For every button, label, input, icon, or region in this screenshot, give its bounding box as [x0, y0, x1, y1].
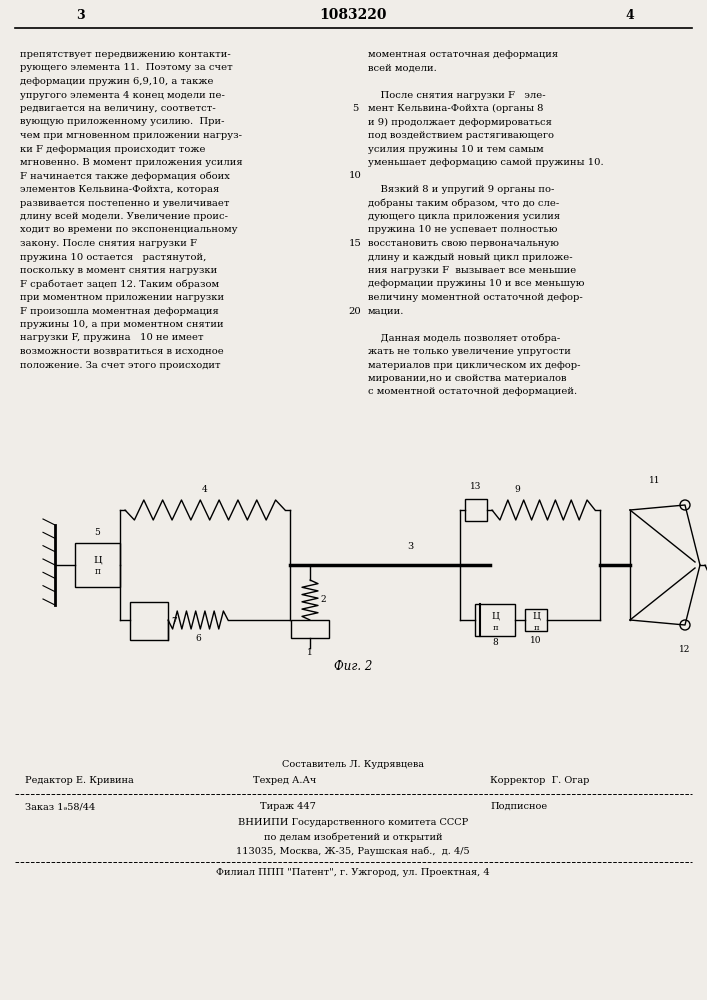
Text: 15: 15	[349, 239, 361, 248]
Text: 5: 5	[352, 104, 358, 113]
Text: упругого элемента 4 конец модели пе-: упругого элемента 4 конец модели пе-	[20, 91, 225, 100]
Text: поскольку в момент снятия нагрузки: поскольку в момент снятия нагрузки	[20, 266, 217, 275]
Text: ходит во времени по экспоненциальному: ходит во времени по экспоненциальному	[20, 226, 238, 234]
Text: препятствует передвижению контакти-: препятствует передвижению контакти-	[20, 50, 230, 59]
Text: и 9) продолжает деформироваться: и 9) продолжает деформироваться	[368, 117, 552, 127]
Text: ВНИИПИ Государственного комитета СССР: ВНИИПИ Государственного комитета СССР	[238, 818, 468, 827]
Text: уменьшает деформацию самой пружины 10.: уменьшает деформацию самой пружины 10.	[368, 158, 604, 167]
Text: Заказ 1ₔ58/44: Заказ 1ₔ58/44	[25, 802, 95, 811]
Bar	[130, 602, 168, 640]
Text: 11: 11	[649, 476, 661, 485]
Text: рующего элемента 11.  Поэтому за счет: рующего элемента 11. Поэтому за счет	[20, 64, 233, 73]
Text: материалов при циклическом их дефор-: материалов при циклическом их дефор-	[368, 360, 580, 369]
Text: F сработает зацеп 12. Таким образом: F сработает зацеп 12. Таким образом	[20, 279, 219, 289]
Text: 7: 7	[171, 616, 177, 626]
Text: 113035, Москва, Ж-35, Раушская наб.,  д. 4/5: 113035, Москва, Ж-35, Раушская наб., д. …	[236, 846, 470, 856]
Text: 1083220: 1083220	[320, 8, 387, 22]
Text: Вязкий 8 и упругий 9 органы по-: Вязкий 8 и упругий 9 органы по-	[368, 185, 554, 194]
Text: п: п	[533, 624, 539, 632]
Bar	[75, 543, 120, 587]
Text: 6: 6	[195, 634, 201, 643]
Text: пружина 10 не успевает полностью: пружина 10 не успевает полностью	[368, 226, 558, 234]
Text: 4: 4	[626, 9, 634, 22]
Text: 1: 1	[307, 648, 313, 657]
Text: ки F деформация происходит тоже: ки F деформация происходит тоже	[20, 144, 206, 153]
Text: 2: 2	[320, 595, 326, 604]
Text: Техред А.Ач: Техред А.Ач	[253, 776, 316, 785]
Text: редвигается на величину, соответст-: редвигается на величину, соответст-	[20, 104, 216, 113]
Text: Редактор Е. Кривина: Редактор Е. Кривина	[25, 776, 134, 785]
Text: F начинается также деформация обоих: F начинается также деформация обоих	[20, 172, 230, 181]
Text: мгновенно. В момент приложения усилия: мгновенно. В момент приложения усилия	[20, 158, 243, 167]
Text: мации.: мации.	[368, 306, 404, 316]
Text: 8: 8	[492, 638, 498, 647]
Text: при моментном приложении нагрузки: при моментном приложении нагрузки	[20, 293, 224, 302]
Text: 10: 10	[530, 636, 542, 645]
Text: восстановить свою первоначальную: восстановить свою первоначальную	[368, 239, 559, 248]
Text: Ц: Ц	[93, 556, 102, 564]
Text: добраны таким образом, что до сле-: добраны таким образом, что до сле-	[368, 198, 559, 208]
Text: длину всей модели. Увеличение проис-: длину всей модели. Увеличение проис-	[20, 212, 228, 221]
Bar	[475, 604, 515, 636]
Text: всей модели.: всей модели.	[368, 64, 437, 73]
Text: 5: 5	[95, 528, 100, 537]
Text: длину и каждый новый цикл приложе-: длину и каждый новый цикл приложе-	[368, 252, 573, 261]
Text: положение. За счет этого происходит: положение. За счет этого происходит	[20, 360, 221, 369]
Text: мент Кельвина-Фойхта (органы 8: мент Кельвина-Фойхта (органы 8	[368, 104, 544, 113]
Text: Подписное: Подписное	[490, 802, 547, 811]
Text: под воздействием растягивающего: под воздействием растягивающего	[368, 131, 554, 140]
Text: Корректор  Г. Огар: Корректор Г. Огар	[490, 776, 590, 785]
Text: Составитель Л. Кудрявцева: Составитель Л. Кудрявцева	[282, 760, 424, 769]
Text: п: п	[492, 624, 498, 632]
Text: чем при мгновенном приложении нагруз-: чем при мгновенном приложении нагруз-	[20, 131, 242, 140]
Text: Данная модель позволяет отобра-: Данная модель позволяет отобра-	[368, 334, 560, 343]
Text: После снятия нагрузки F   эле-: После снятия нагрузки F эле-	[368, 91, 546, 100]
Text: Ц: Ц	[491, 611, 499, 620]
Text: моментная остаточная деформация: моментная остаточная деформация	[368, 50, 558, 59]
Text: жать не только увеличение упругости: жать не только увеличение упругости	[368, 347, 571, 356]
Text: по делам изобретений и открытий: по делам изобретений и открытий	[264, 832, 443, 842]
Text: мировании,но и свойства материалов: мировании,но и свойства материалов	[368, 374, 566, 383]
Text: Тираж 447: Тираж 447	[260, 802, 316, 811]
Text: вующую приложенному усилию.  При-: вующую приложенному усилию. При-	[20, 117, 225, 126]
Text: 3: 3	[407, 542, 413, 551]
Text: пружина 10 остается   растянутой,: пружина 10 остается растянутой,	[20, 252, 206, 261]
Bar	[291, 620, 329, 638]
Text: 9: 9	[514, 485, 520, 494]
Text: Филиал ППП "Патент", г. Ужгород, ул. Проектная, 4: Филиал ППП "Патент", г. Ужгород, ул. Про…	[216, 868, 490, 877]
Text: деформации пружин 6,9,10, а также: деформации пружин 6,9,10, а также	[20, 77, 214, 86]
Text: деформации пружины 10 и все меньшую: деформации пружины 10 и все меньшую	[368, 279, 585, 288]
Text: 12: 12	[679, 645, 691, 654]
Text: возможности возвратиться в исходное: возможности возвратиться в исходное	[20, 347, 223, 356]
Text: ния нагрузки F  вызывает все меньшие: ния нагрузки F вызывает все меньшие	[368, 266, 576, 275]
Text: Фиг. 2: Фиг. 2	[334, 660, 372, 673]
Text: п: п	[95, 568, 100, 576]
Text: 10: 10	[349, 172, 361, 180]
Text: 13: 13	[470, 482, 481, 491]
Text: закону. После снятия нагрузки F: закону. После снятия нагрузки F	[20, 239, 197, 248]
Text: с моментной остаточной деформацией.: с моментной остаточной деформацией.	[368, 387, 577, 396]
Text: пружины 10, а при моментном снятии: пружины 10, а при моментном снятии	[20, 320, 223, 329]
Text: элементов Кельвина-Фойхта, которая: элементов Кельвина-Фойхта, которая	[20, 185, 219, 194]
Text: Ц: Ц	[532, 611, 540, 620]
Text: 3: 3	[76, 9, 84, 22]
Bar	[525, 609, 547, 631]
Text: 4: 4	[202, 485, 208, 494]
Bar	[465, 499, 487, 521]
Text: нагрузки F, пружина   10 не имеет: нагрузки F, пружина 10 не имеет	[20, 334, 204, 342]
Text: F произошла моментная деформация: F произошла моментная деформация	[20, 306, 218, 316]
Text: 20: 20	[349, 306, 361, 316]
Text: величину моментной остаточной дефор-: величину моментной остаточной дефор-	[368, 293, 583, 302]
Text: развивается постепенно и увеличивает: развивается постепенно и увеличивает	[20, 198, 230, 208]
Text: усилия пружины 10 и тем самым: усилия пружины 10 и тем самым	[368, 144, 544, 153]
Text: дующего цикла приложения усилия: дующего цикла приложения усилия	[368, 212, 560, 221]
